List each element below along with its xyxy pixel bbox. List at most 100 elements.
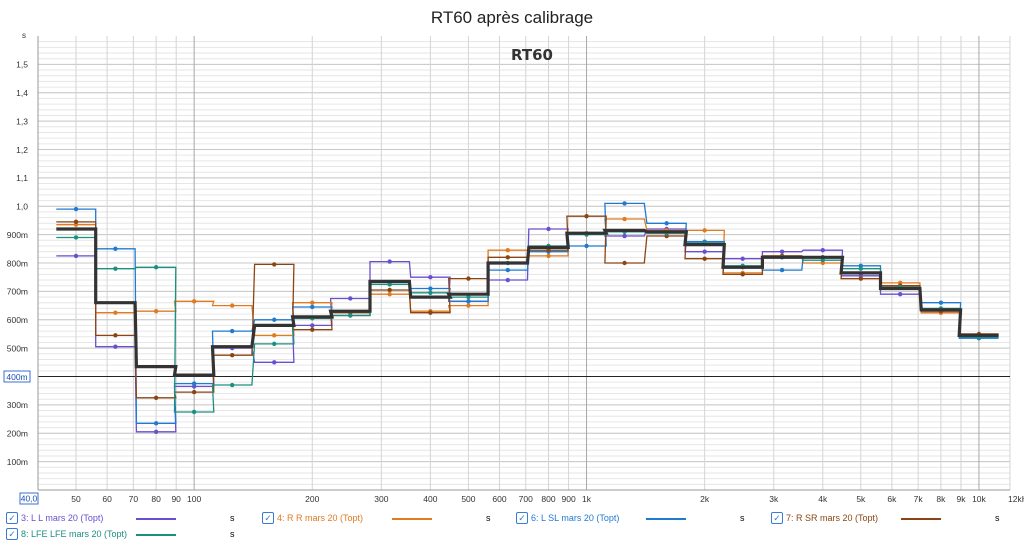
data-point: [702, 256, 707, 261]
legend-item[interactable]: ✓ 6: L SL mars 20 (Topt) s: [516, 511, 756, 525]
legend-unit: s: [486, 513, 491, 523]
data-point: [113, 310, 118, 315]
data-point: [428, 310, 433, 315]
data-point: [310, 327, 315, 332]
data-point: [153, 309, 159, 314]
data-point: [897, 292, 903, 297]
data-point: [938, 300, 944, 305]
data-point: [740, 256, 745, 261]
data-point: [387, 287, 392, 293]
legend-label: 6: L SL mars 20 (Topt): [531, 513, 620, 523]
checkbox-icon[interactable]: ✓: [6, 512, 18, 524]
data-point: [466, 294, 471, 300]
legend-unit: s: [230, 529, 235, 539]
data-point: [779, 249, 785, 254]
y-tick-label: 300m: [7, 400, 28, 410]
series-5: [56, 227, 999, 377]
legend-label: 8: LFE LFE mars 20 (Topt): [21, 529, 128, 539]
data-point: [153, 265, 159, 270]
data-point: [584, 213, 589, 219]
legend-label: 4: R R mars 20 (Topt): [277, 513, 364, 523]
data-point: [73, 253, 79, 259]
x-tick-label: 10k: [972, 494, 986, 504]
tick-labels: RT60 s 100m 200m 300m 400m 500m 600m 700m 800m 900…: [3, 31, 1024, 505]
checkbox-icon[interactable]: ✓: [516, 512, 528, 524]
data-point: [229, 353, 235, 358]
legend-item[interactable]: ✓ 4: R R mars 20 (Topt) s: [262, 511, 502, 525]
checkbox-icon[interactable]: ✓: [771, 512, 783, 524]
data-point: [113, 333, 118, 338]
data-point: [310, 304, 315, 310]
x-tick-label: 4k: [818, 494, 828, 504]
x-tick-label: 40,0: [21, 494, 38, 504]
x-tick-label: 200: [305, 494, 319, 504]
x-tick-label: 9k: [956, 494, 966, 504]
x-tick-label: 600: [492, 494, 506, 504]
legend-unit: s: [995, 513, 1000, 523]
y-tick-label: 1,5: [16, 60, 28, 70]
legend-label: 3: L L mars 20 (Topt): [21, 513, 104, 523]
legend-item[interactable]: ✓ 8: LFE LFE mars 20 (Topt) s: [6, 527, 246, 541]
data-point: [310, 323, 315, 328]
data-point: [229, 382, 235, 388]
legend-item[interactable]: ✓ 3: L L mars 20 (Topt) s: [6, 511, 246, 525]
chart-title: RT60 après calibrage: [430, 8, 594, 27]
series-layer: [56, 201, 999, 435]
data-point: [622, 233, 627, 239]
data-point: [191, 299, 197, 304]
y-tick-label: 1,0: [16, 202, 28, 212]
data-point: [664, 221, 669, 226]
data-point: [622, 260, 627, 266]
data-point: [428, 290, 433, 295]
data-point: [229, 303, 235, 308]
data-point: [153, 429, 159, 435]
checkbox-icon[interactable]: ✓: [262, 512, 274, 524]
data-point: [191, 381, 197, 386]
data-point: [546, 253, 551, 259]
data-point: [428, 274, 433, 280]
legend-label: 7: R SR mars 20 (Topt): [786, 513, 879, 523]
data-point: [466, 276, 471, 281]
legend-swatch: [136, 518, 176, 520]
data-point: [820, 248, 825, 253]
legend-unit: s: [230, 513, 235, 523]
data-point: [466, 303, 471, 308]
x-tick-label: 70: [129, 494, 139, 504]
data-point: [387, 292, 392, 297]
x-tick-label: 3k: [769, 494, 779, 504]
x-tick-label: 8k: [936, 494, 946, 504]
data-point: [113, 246, 118, 252]
x-tick-label: 12kHz: [1008, 494, 1024, 504]
x-tick-label: 1k: [582, 494, 592, 504]
data-point: [505, 248, 511, 253]
data-point: [272, 341, 277, 347]
legend-unit: s: [740, 513, 745, 523]
data-point: [622, 216, 627, 222]
y-tick-label: 100m: [7, 457, 28, 467]
x-tick-label: 2k: [700, 494, 710, 504]
inner-title: RT60: [511, 46, 553, 64]
x-tick-label: 100: [187, 494, 201, 504]
data-point: [505, 267, 511, 273]
legend-swatch: [392, 518, 432, 520]
checkbox-icon[interactable]: ✓: [6, 528, 18, 540]
legend-item[interactable]: ✓ 7: R SR mars 20 (Topt) s: [771, 511, 1011, 525]
y-tick-label: 1,4: [16, 88, 28, 98]
x-tick-highlight-box: [19, 492, 39, 505]
data-point: [272, 317, 277, 322]
data-point: [191, 409, 197, 415]
data-point: [505, 277, 511, 283]
x-tick-label: 50: [71, 494, 81, 504]
series-line: [56, 227, 999, 377]
data-point: [387, 282, 392, 287]
data-point: [546, 248, 551, 253]
data-point: [113, 344, 118, 349]
data-point: [310, 300, 315, 305]
data-point: [229, 328, 235, 334]
data-point: [740, 272, 745, 277]
x-tick-label: 80: [151, 494, 161, 504]
data-point: [272, 262, 277, 267]
x-tick-label: 7k: [914, 494, 924, 504]
y-tick-label: 500m: [7, 343, 28, 353]
